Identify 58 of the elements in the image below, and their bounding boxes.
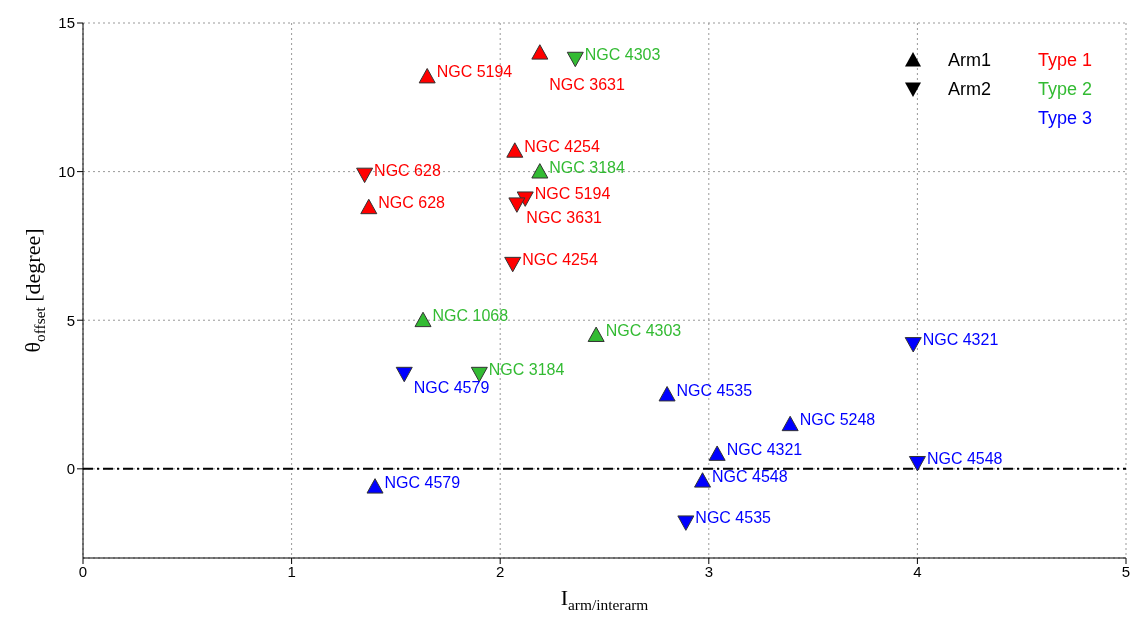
y-tick-label: 0 [66,460,75,478]
data-label: NGC 3631 [549,75,626,93]
point [694,472,712,488]
point [360,198,378,215]
point [508,197,526,213]
data-label: NGC 4535 [695,509,772,527]
point [781,415,799,432]
data-label: NGC 4321 [726,440,803,458]
point [587,326,605,342]
annotation: Type 3 [1038,108,1093,128]
point [908,455,926,472]
data-label: NGC 4579 [384,473,461,491]
point [531,163,549,179]
x-tick-label: 0 [78,562,88,580]
point [904,337,922,353]
annotation: Arm1 [948,50,992,70]
data-label: NGC 628 [378,194,446,212]
data-label: NGC 4548 [926,449,1003,467]
x-axis-title: I$_{arm/interarm}$ [560,585,649,613]
point [418,68,436,84]
x-tick-label: 1 [287,562,296,580]
point [395,366,413,383]
data-label: NGC 4535 [676,381,753,399]
data-label: NGC 4303 [605,322,682,340]
annotation: Type 2 [1038,79,1093,99]
point [356,167,374,184]
point [414,311,432,328]
point [566,51,584,68]
y-tick-label: 10 [58,162,75,180]
point [658,386,676,402]
data-label: NGC 5248 [799,411,876,429]
data-label: NGC 4579 [413,378,490,396]
data-label: NGC 3631 [526,209,603,227]
y-tick-label: 5 [66,311,75,329]
data-label: NGC 4303 [584,45,661,63]
data-label: NGC 4254 [522,250,598,268]
point [531,44,549,60]
data-label: NGC 5194 [436,63,513,81]
data-label: NGC 4321 [922,330,999,348]
point [677,515,695,531]
x-tick-label: 5 [1121,562,1131,580]
data-label: NGC 3184 [549,158,626,176]
point [506,142,524,158]
data-label: NGC 4254 [524,137,600,155]
x-tick-label: 3 [704,562,713,580]
x-tick-label: 2 [496,562,505,580]
data-label: NGC 1068 [432,307,509,325]
y-tick-label: 15 [58,14,75,32]
annotation: Type 1 [1038,50,1093,70]
annotation: Arm2 [948,79,992,99]
point [504,256,522,273]
data-label: NGC 628 [374,161,441,179]
data-label: NGC 4548 [712,467,788,485]
data-label: NGC 5194 [534,185,611,203]
point [366,478,384,494]
data-label: NGC 3184 [488,360,565,378]
point [708,445,726,461]
x-tick-label: 4 [913,562,922,580]
